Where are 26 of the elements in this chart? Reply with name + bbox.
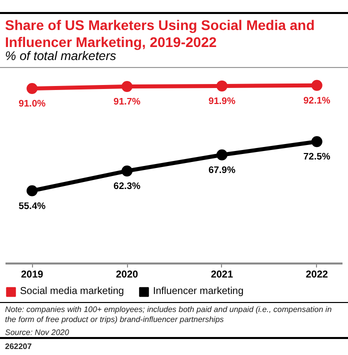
legend-label: Influencer marketing: [152, 285, 244, 297]
data-label: 72.5%: [303, 152, 331, 163]
data-label: 91.9%: [208, 96, 236, 107]
point: [311, 136, 322, 148]
point: [26, 185, 38, 196]
point: [122, 165, 133, 176]
data-label: 91.0%: [18, 98, 46, 110]
point: [26, 83, 38, 94]
point: [122, 81, 133, 92]
point: [311, 80, 322, 91]
data-label: 91.7%: [114, 96, 142, 108]
data-label: 67.9%: [208, 164, 236, 176]
text: 262207: [0, 337, 348, 355]
data-label: 55.4%: [18, 200, 46, 212]
x-tick-label: 2020: [116, 270, 139, 280]
source-note: Source: Nov 2020: [4, 328, 70, 339]
data-label: 92.1%: [303, 95, 331, 106]
x-tick-label: 2022: [306, 270, 328, 280]
point: [216, 149, 228, 160]
data-label: 62.3%: [114, 180, 142, 192]
point: [216, 80, 228, 92]
x-tick-label: 2019: [20, 270, 44, 280]
legend-label: Social media marketing: [20, 285, 124, 297]
x-tick-label: 2021: [210, 270, 234, 280]
chart-title: Share of US Marketers Using Social Media and Influencer Marketing, 2019-2022: [0, 12, 348, 50]
text: Note: companies with 100+ employees; includes both paid and unpaid (i.e., compensation in the form of free product or trips) brand-influencer partnerships: [0, 302, 348, 324]
